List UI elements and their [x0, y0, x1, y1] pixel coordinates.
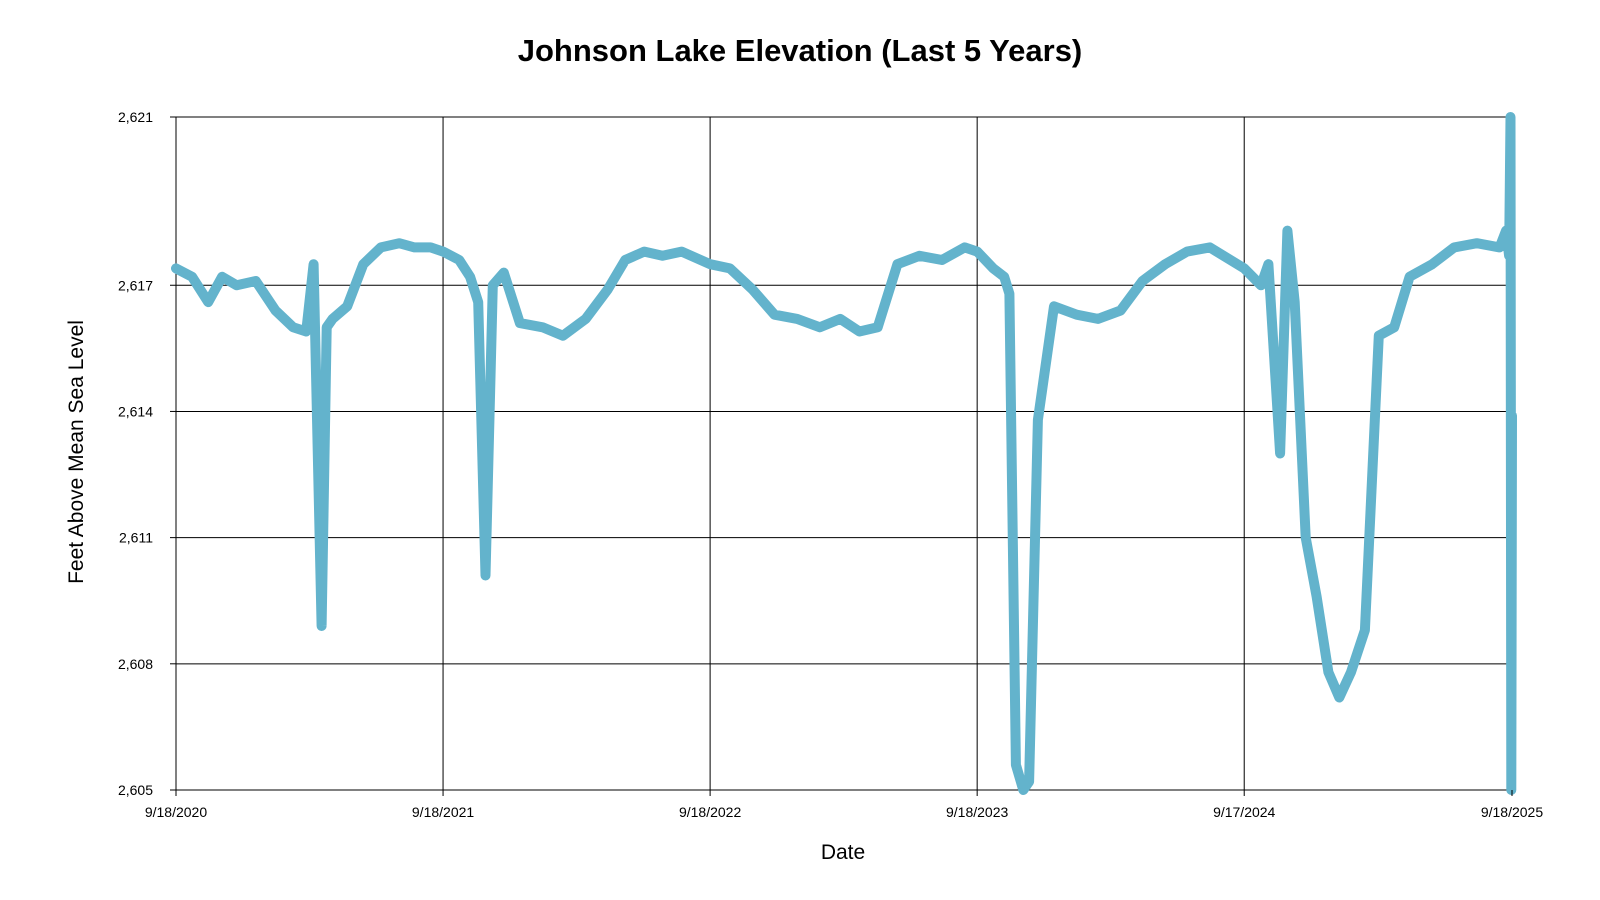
- chart-title: Johnson Lake Elevation (Last 5 Years): [518, 33, 1083, 68]
- y-tick-label: 2,621: [118, 109, 153, 125]
- x-tick-label: 9/18/2020: [145, 804, 207, 820]
- y-axis-label: Feet Above Mean Sea Level: [65, 320, 88, 584]
- x-tick-label: 9/18/2022: [679, 804, 741, 820]
- y-tick-label: 2,611: [119, 530, 153, 546]
- x-axis-label: Date: [821, 841, 865, 864]
- y-tick-label: 2,605: [118, 782, 153, 798]
- y-axis-ticks: 2,605 2,608 2,611 2,614 2,617 2,621: [118, 109, 176, 798]
- grid-lines: [175, 116, 1513, 791]
- x-tick-label: 9/18/2021: [412, 804, 474, 820]
- x-axis-ticks: 9/18/2020 9/18/2021 9/18/2022 9/18/2023 9/17…: [145, 790, 1543, 820]
- y-tick-label: 2,617: [118, 277, 153, 293]
- elevation-series-line: [171, 112, 1517, 795]
- x-tick-label: 9/18/2023: [946, 804, 1008, 820]
- y-tick-label: 2,614: [118, 403, 153, 419]
- y-tick-label: 2,608: [118, 656, 153, 672]
- series-group: [171, 112, 1517, 795]
- x-tick-label: 9/18/2025: [1481, 804, 1543, 820]
- x-tick-label: 9/17/2024: [1213, 804, 1275, 820]
